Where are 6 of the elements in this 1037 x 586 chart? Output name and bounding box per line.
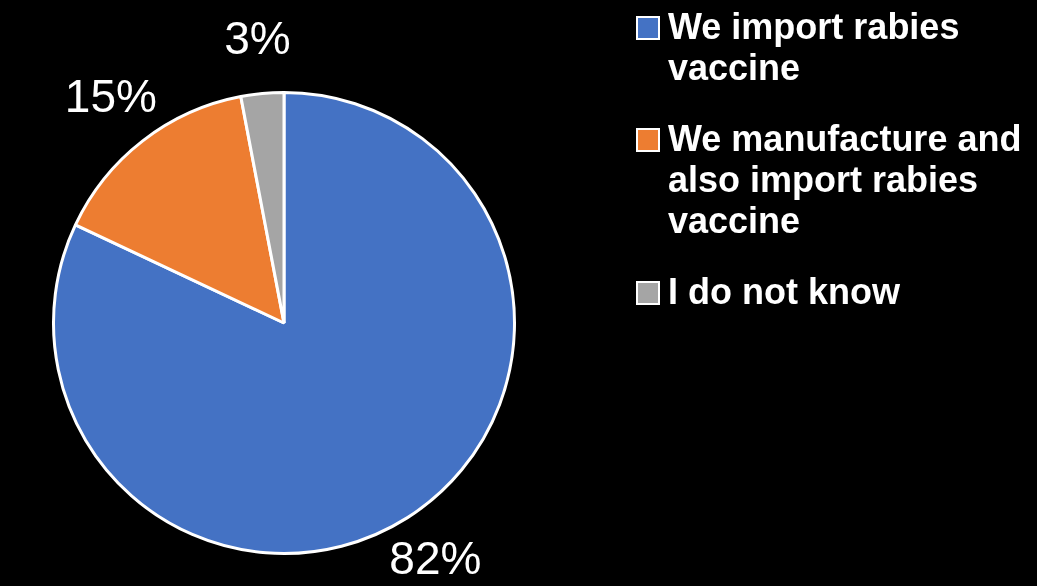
legend-label: We manufacture and also import rabies vaccine	[668, 118, 1023, 241]
data-label: 3%	[224, 12, 291, 65]
data-label: 82%	[389, 532, 482, 585]
data-label: 15%	[64, 70, 157, 123]
legend-label: We import rabies vaccine	[668, 6, 961, 88]
legend-label: I do not know	[668, 271, 900, 312]
